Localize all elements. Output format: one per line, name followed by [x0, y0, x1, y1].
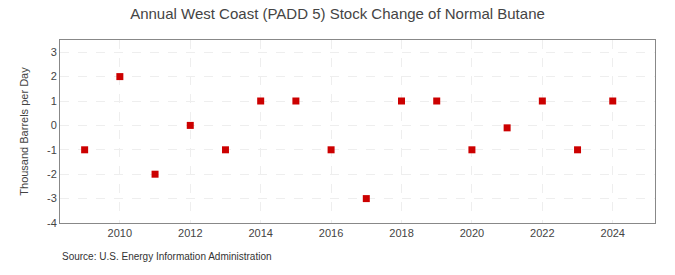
- svg-text:-1: -1: [47, 144, 57, 156]
- svg-text:-4: -4: [47, 217, 57, 229]
- svg-text:3: 3: [51, 46, 57, 58]
- svg-text:1: 1: [51, 95, 57, 107]
- svg-text:0: 0: [51, 119, 57, 131]
- svg-text:2012: 2012: [178, 227, 202, 239]
- svg-text:2022: 2022: [530, 227, 554, 239]
- svg-text:2024: 2024: [601, 227, 625, 239]
- svg-text:-3: -3: [47, 192, 57, 204]
- svg-text:Annual West Coast (PADD 5) Sto: Annual West Coast (PADD 5) Stock Change …: [130, 5, 545, 22]
- svg-text:-2: -2: [47, 168, 57, 180]
- svg-text:2016: 2016: [319, 227, 343, 239]
- svg-text:Thousand Barrels per Day: Thousand Barrels per Day: [18, 67, 30, 196]
- svg-text:2010: 2010: [108, 227, 132, 239]
- svg-text:2018: 2018: [389, 227, 413, 239]
- svg-text:2: 2: [51, 70, 57, 82]
- svg-text:Source: U.S. Energy Informatio: Source: U.S. Energy Information Administ…: [62, 251, 272, 262]
- svg-text:2014: 2014: [248, 227, 272, 239]
- svg-text:2020: 2020: [460, 227, 484, 239]
